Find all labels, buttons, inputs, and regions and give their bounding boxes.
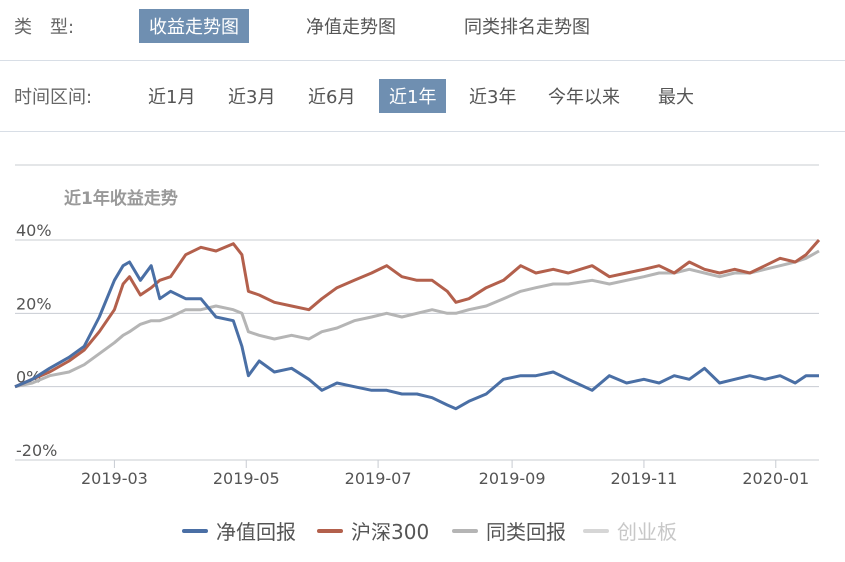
y-tick-label: 40% [16,221,52,240]
x-tick-label: 2019-07 [345,469,412,488]
tab-type-nav[interactable]: 净值走势图 [306,17,396,38]
series-line-2 [14,249,820,389]
x-tick-label: 2020-01 [742,469,809,488]
legend-item-peer-return[interactable]: 同类回报 [452,516,566,545]
legend-label: 净值回报 [216,520,296,544]
x-tick-label: 2019-11 [611,469,678,488]
tab-range-max[interactable]: 最大 [658,87,694,108]
type-filter-row: 类 型: 收益走势图 净值走势图 同类排名走势图 [0,6,845,46]
y-tick-label: -20% [16,441,57,460]
tab-type-return[interactable]: 收益走势图 [139,9,249,43]
legend-swatch [182,528,208,533]
tab-range-6m[interactable]: 近6月 [308,87,356,108]
y-axis-ticks: -20%0%20%40% [16,221,57,460]
legend-swatch [583,528,609,533]
legend-swatch [452,528,478,533]
tab-range-3m[interactable]: 近3月 [228,87,276,108]
legend-swatch [317,528,343,533]
legend-item-nav-return[interactable]: 净值回报 [182,516,296,545]
range-filter-row: 时间区间: 近1月 近3月 近6月 近1年 近3年 今年以来 最大 [0,78,845,114]
tab-type-rank[interactable]: 同类排名走势图 [464,17,590,38]
divider [0,131,845,132]
x-tick-label: 2019-05 [213,469,280,488]
tab-range-1m[interactable]: 近1月 [148,87,196,108]
return-trend-chart: 近1年收益走势 -20%0%20%40% 2019-03 2019-05 2019-… [14,164,821,488]
tab-range-1y[interactable]: 近1年 [379,79,447,113]
series-lines [14,239,821,411]
series-line-1 [14,239,821,389]
legend-label: 沪深300 [351,520,430,544]
legend-item-chinext[interactable]: 创业板 [583,516,677,545]
legend-label: 创业板 [617,520,677,544]
divider [0,60,845,61]
type-label: 类 型: [14,17,75,38]
y-tick-label: 20% [16,294,52,313]
x-axis-ticks: 2019-03 2019-05 2019-07 2019-09 2019-11 2020-… [15,459,819,488]
chart-title: 近1年收益走势 [64,188,178,209]
range-label: 时间区间: [14,87,93,108]
chart-legend: 净值回报 沪深300 同类回报 创业板 [0,516,845,548]
legend-item-hs300[interactable]: 沪深300 [317,516,429,545]
tab-range-3y[interactable]: 近3年 [469,87,517,108]
x-tick-label: 2019-03 [81,469,148,488]
tab-range-ytd[interactable]: 今年以来 [548,87,620,108]
legend-label: 同类回报 [486,520,566,544]
series-line-0 [14,260,819,411]
x-tick-label: 2019-09 [479,469,546,488]
